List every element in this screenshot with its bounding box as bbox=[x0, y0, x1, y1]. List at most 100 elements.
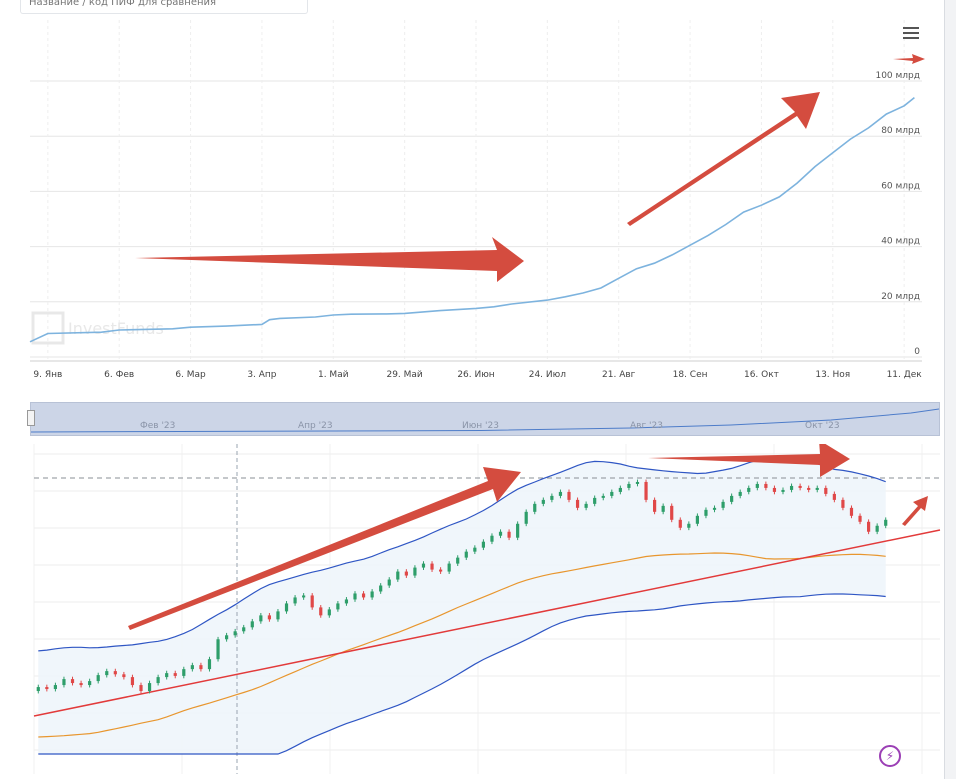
lightning-button[interactable]: ⚡ bbox=[879, 745, 901, 767]
candle-body bbox=[302, 595, 306, 598]
candle-body bbox=[747, 487, 751, 492]
moving-average-line bbox=[38, 552, 886, 738]
candle-body bbox=[284, 603, 289, 612]
arrow-diagonal-annotation bbox=[627, 92, 820, 226]
candle-body bbox=[858, 515, 862, 522]
candle-body bbox=[165, 673, 169, 678]
candle-body bbox=[687, 523, 691, 528]
candle-body bbox=[45, 687, 49, 690]
candle-body bbox=[473, 547, 477, 552]
candle-body bbox=[498, 531, 503, 536]
candlestick-chart bbox=[33, 440, 941, 774]
candle-body bbox=[242, 627, 246, 632]
arrow-small-annotation bbox=[902, 496, 928, 526]
candle-body bbox=[841, 499, 845, 508]
top-x-tick-label: 26. Июн bbox=[457, 370, 494, 380]
top-x-tick-label: 21. Авг bbox=[602, 370, 636, 380]
investfunds-logo-icon bbox=[31, 311, 65, 345]
arrow-horizontal-annotation bbox=[135, 237, 524, 282]
watermark-text: InvestFunds bbox=[68, 319, 164, 338]
fund-value-line bbox=[29, 96, 915, 343]
candle-body bbox=[207, 659, 212, 670]
candle-body bbox=[815, 487, 819, 490]
top-x-tick-label: 11. Дек bbox=[887, 370, 923, 380]
candle-body bbox=[524, 511, 528, 524]
candle-body bbox=[738, 491, 742, 496]
candle-body bbox=[96, 675, 100, 682]
candle-body bbox=[79, 683, 83, 686]
candle-body bbox=[464, 551, 468, 558]
candle-body bbox=[653, 499, 657, 512]
candle-body bbox=[661, 505, 665, 512]
candle-body bbox=[122, 674, 126, 678]
top-y-tick-label: 20 млрд bbox=[881, 292, 920, 302]
candle-body bbox=[807, 487, 811, 490]
candle-body bbox=[361, 593, 366, 598]
candle-body bbox=[336, 603, 340, 610]
candle-body bbox=[421, 563, 426, 568]
candle-body bbox=[558, 491, 563, 496]
candle-body bbox=[610, 491, 614, 496]
candle-body bbox=[567, 491, 571, 500]
candle-body bbox=[430, 563, 434, 570]
top-y-tick-label: 100 млрд bbox=[875, 71, 920, 81]
candle-body bbox=[147, 683, 152, 692]
top-x-tick-label: 6. Мар bbox=[175, 370, 206, 380]
candles bbox=[36, 479, 888, 694]
candle-body bbox=[199, 665, 203, 670]
candle-body bbox=[798, 485, 802, 488]
navigator-label: Апр '23 bbox=[298, 421, 333, 431]
fund-value-chart: InvestFunds 0 20 млрд 40 млрд 60 млрд 80 млр… bbox=[29, 20, 925, 380]
candle-body bbox=[276, 611, 280, 620]
candle-body bbox=[70, 679, 75, 684]
annotation-arrows-top bbox=[135, 54, 925, 282]
candle-body bbox=[584, 503, 588, 508]
navigator-label: Фев '23 bbox=[140, 421, 176, 431]
candle-body bbox=[481, 541, 485, 548]
chart-menu-button[interactable] bbox=[903, 27, 919, 41]
candle-body bbox=[764, 483, 768, 488]
trend-line bbox=[33, 529, 941, 717]
candle-body bbox=[541, 499, 545, 504]
candle-body bbox=[36, 687, 40, 692]
top-x-tick-label: 1. Май bbox=[318, 370, 349, 380]
candle-body bbox=[730, 495, 734, 502]
candle-body bbox=[53, 685, 57, 690]
candle-body bbox=[327, 609, 331, 616]
candlestick-chart-panel: ⚡ bbox=[0, 440, 944, 779]
candle-body bbox=[593, 497, 597, 504]
top-x-tick-label: 29. Май bbox=[386, 370, 422, 380]
navigator-label: Авг '23 bbox=[630, 421, 663, 431]
candle-body bbox=[439, 569, 443, 572]
candle-body bbox=[250, 621, 254, 628]
candle-body bbox=[130, 677, 135, 686]
top-x-tick-label: 3. Апр bbox=[247, 370, 276, 380]
candle-body bbox=[618, 487, 622, 492]
candle-body bbox=[575, 499, 580, 508]
top-x-tick-label: 9. Янв bbox=[33, 370, 62, 380]
top-y-tick-label: 60 млрд bbox=[881, 181, 920, 191]
candle-body bbox=[875, 525, 879, 532]
candle-body bbox=[704, 509, 708, 516]
candle-body bbox=[490, 535, 494, 542]
arrow-rising-annotation bbox=[128, 467, 521, 630]
window-right-edge bbox=[944, 0, 956, 779]
candle-body bbox=[370, 591, 374, 598]
range-navigator[interactable] bbox=[30, 402, 940, 436]
bollinger-lower-line bbox=[38, 593, 886, 755]
compare-fund-input[interactable] bbox=[20, 0, 308, 14]
candle-body bbox=[670, 505, 674, 520]
candle-body bbox=[105, 671, 109, 676]
candle-body bbox=[781, 489, 785, 492]
candle-body bbox=[849, 507, 854, 516]
arrow-small-annotation bbox=[893, 54, 925, 64]
candle-body bbox=[139, 685, 143, 692]
candle-body bbox=[884, 519, 888, 526]
candle-body bbox=[635, 481, 640, 484]
candle-body bbox=[772, 487, 777, 492]
candle-body bbox=[379, 585, 383, 592]
lightning-icon: ⚡ bbox=[885, 749, 895, 763]
top-y-tick-label: 40 млрд bbox=[881, 237, 920, 247]
top-x-tick-label: 24. Июл bbox=[529, 370, 566, 380]
navigator-left-handle[interactable] bbox=[27, 410, 35, 426]
